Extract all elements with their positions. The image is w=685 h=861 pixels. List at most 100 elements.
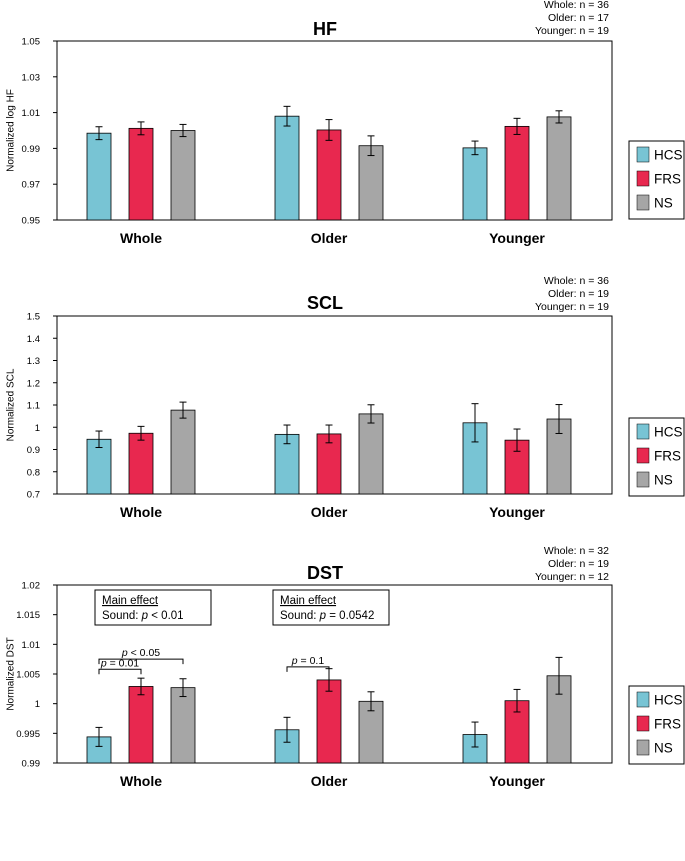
annotation-box — [94, 589, 212, 626]
bar-frs-older — [316, 129, 342, 221]
bracket-value: = 0.1 — [298, 655, 325, 667]
significance-bracket: p < 0.05 — [98, 647, 184, 665]
annotation-p-symbol: p — [141, 610, 149, 622]
sample-size-label: Whole: n = 36 — [544, 275, 609, 287]
legend: HCS FRS NS — [628, 685, 685, 765]
bar-frs-older — [316, 433, 342, 495]
category-label: Younger — [489, 504, 545, 520]
bracket-p-symbol: p — [291, 655, 298, 667]
annotation-prefix: Sound: — [102, 610, 142, 622]
category-label: Whole — [120, 230, 162, 246]
legend-label-hcs: HCS — [654, 425, 683, 440]
y-tick-label: 1.02 — [22, 581, 41, 592]
y-tick-label: 0.8 — [27, 467, 40, 478]
y-tick-label: 1.2 — [27, 378, 40, 389]
main-effect-annotation: Main effect Sound: p < 0.01 — [94, 589, 212, 626]
bracket-label: p < 0.05 — [121, 647, 160, 659]
bracket-line — [98, 658, 184, 665]
bar-ns-whole — [170, 687, 196, 764]
legend-label-frs: FRS — [654, 449, 681, 464]
bar-ns-older — [358, 145, 384, 221]
y-tick-label: 1.5 — [27, 312, 40, 323]
bracket-p-symbol: p — [100, 657, 107, 669]
legend-label-hcs: HCS — [654, 148, 683, 163]
sample-size-label: Younger: n = 12 — [535, 571, 609, 583]
bar-frs-whole — [128, 432, 154, 495]
y-tick-label: 0.97 — [22, 180, 41, 191]
legend-label-ns: NS — [654, 196, 673, 211]
legend-swatch-hcs — [636, 146, 650, 163]
legend: HCS FRS NS — [628, 417, 685, 497]
bar-frs-older — [316, 679, 342, 764]
category-label: Older — [311, 504, 348, 520]
legend-swatch-frs — [636, 715, 650, 732]
legend-swatch-ns — [636, 471, 650, 488]
y-tick-label: 1.05 — [22, 37, 41, 48]
chart-title: HF — [313, 19, 337, 39]
bar-hcs-whole — [86, 438, 112, 495]
bracket-line — [286, 666, 330, 672]
sample-size-label: Whole: n = 32 — [544, 545, 609, 557]
legend-swatch-hcs — [636, 691, 650, 708]
bar-hcs-older — [274, 115, 300, 221]
annotation-heading: Main effect — [102, 595, 159, 607]
legend-label-frs: FRS — [654, 172, 681, 187]
bracket-value: < 0.05 — [128, 647, 161, 659]
y-tick-label: 1.005 — [16, 670, 40, 681]
y-axis-label: Normalized DST — [6, 637, 17, 710]
category-label: Younger — [489, 230, 545, 246]
annotation-prefix: Sound: — [280, 610, 320, 622]
y-tick-label: 0.99 — [22, 759, 41, 770]
category-label: Whole — [120, 504, 162, 520]
category-label: Older — [311, 230, 348, 246]
annotation-result: Sound: p < 0.01 — [102, 610, 184, 622]
y-tick-label: 0.9 — [27, 445, 40, 456]
sample-size-label: Whole: n = 36 — [544, 0, 609, 11]
y-tick-label: 1 — [35, 699, 40, 710]
bracket-p-symbol: p — [121, 647, 128, 659]
y-tick-label: 1.03 — [22, 72, 41, 83]
y-tick-label: 1.01 — [22, 108, 41, 119]
legend-swatch-frs — [636, 447, 650, 464]
y-tick-label: 1.01 — [22, 640, 41, 651]
y-tick-label: 0.7 — [27, 490, 40, 501]
y-axis-label: Normalized log HF — [6, 89, 17, 172]
sample-size-label: Older: n = 19 — [548, 558, 609, 570]
y-tick-label: 0.995 — [16, 729, 40, 740]
annotation-heading: Main effect — [280, 595, 337, 607]
significance-bracket: p = 0.1 — [286, 655, 330, 672]
category-label: Whole — [120, 773, 162, 789]
bar-ns-whole — [170, 130, 196, 221]
y-tick-label: 0.95 — [22, 216, 41, 227]
bar-frs-whole — [128, 127, 154, 221]
annotation-value: < 0.01 — [148, 610, 184, 622]
bracket-line — [98, 668, 142, 675]
sample-size-label: Younger: n = 19 — [535, 25, 609, 37]
annotation-value: = 0.0542 — [326, 610, 374, 622]
bar-ns-older — [358, 413, 384, 495]
legend-swatch-hcs — [636, 423, 650, 440]
category-label: Older — [311, 773, 348, 789]
bar-ns-older — [358, 700, 384, 764]
annotation-result: Sound: p = 0.0542 — [280, 610, 374, 622]
y-tick-label: 1.4 — [27, 334, 40, 345]
legend: HCS FRS NS — [628, 140, 685, 220]
legend-label-ns: NS — [654, 473, 673, 488]
y-tick-label: 1.3 — [27, 356, 40, 367]
y-tick-label: 1 — [35, 423, 40, 434]
legend-swatch-frs — [636, 170, 650, 187]
main-effect-annotation: Main effect Sound: p = 0.0542 — [272, 589, 390, 626]
y-axis-label: Normalized SCL — [6, 368, 17, 441]
sample-size-label: Younger: n = 19 — [535, 301, 609, 313]
bar-frs-younger — [504, 125, 530, 221]
significance-bracket: p = 0.01 — [98, 657, 142, 675]
annotation-box — [272, 589, 390, 626]
bracket-label: p = 0.01 — [100, 657, 139, 669]
legend-label-ns: NS — [654, 741, 673, 756]
chart-title: DST — [307, 563, 343, 583]
y-tick-label: 1.015 — [16, 610, 40, 621]
